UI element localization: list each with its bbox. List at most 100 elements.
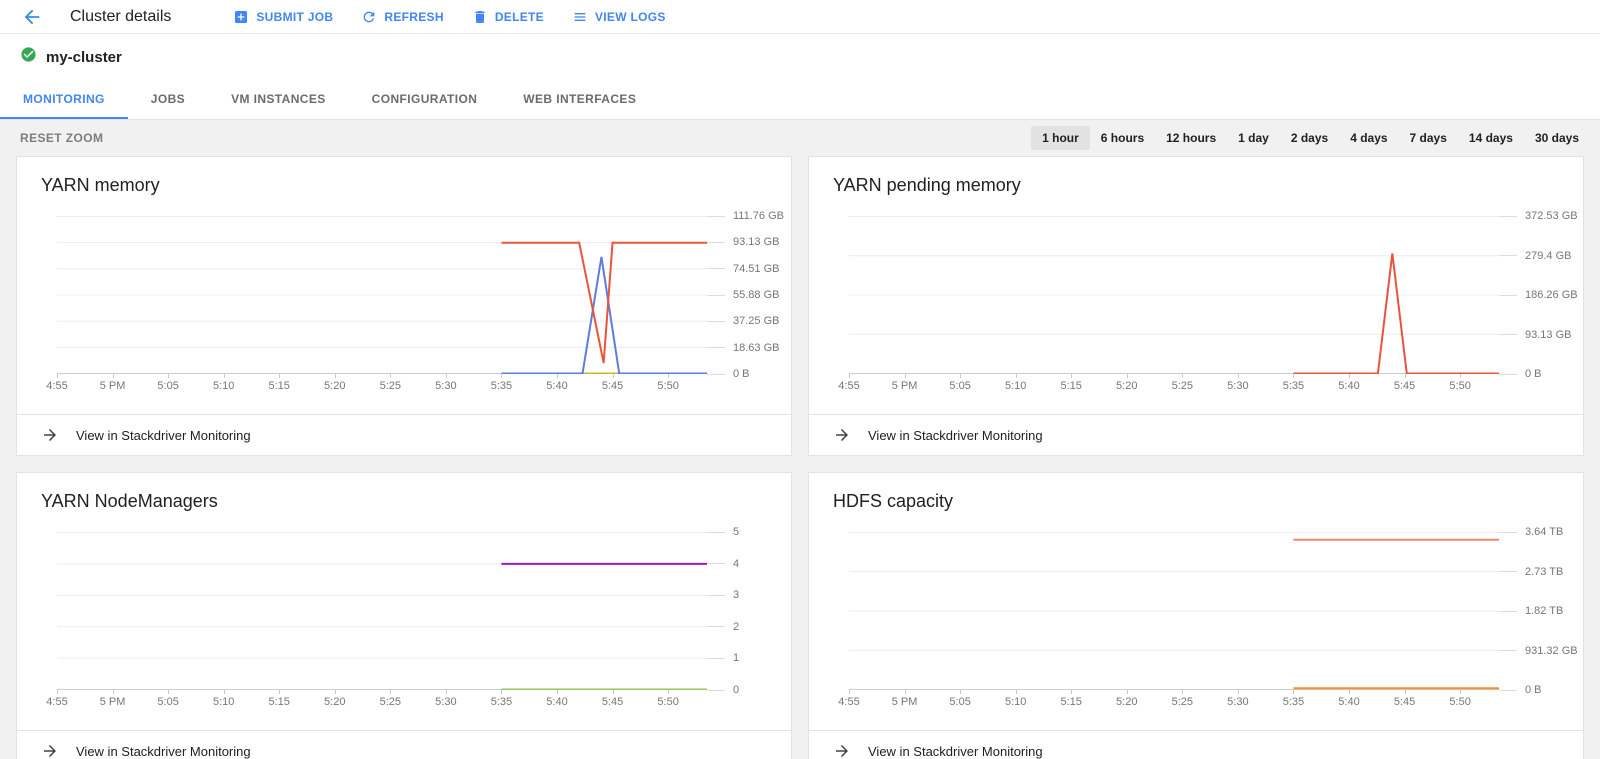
delete-button[interactable]: DELETE xyxy=(458,3,558,31)
x-axis-label: 5:20 xyxy=(324,380,346,392)
x-axis-tick xyxy=(557,690,558,694)
y-axis-dash xyxy=(1499,215,1517,217)
tab-monitoring[interactable]: MONITORING xyxy=(0,80,128,119)
x-axis-tick xyxy=(960,374,962,378)
y-axis-label: 2.73 TB xyxy=(1499,566,1563,578)
arrow-forward-icon xyxy=(44,745,56,757)
chart-title: YARN NodeManagers xyxy=(41,491,218,511)
back-arrow-icon[interactable] xyxy=(20,5,44,29)
y-axis: 372.53 GB 279.4 GB 186.26 GB 93.13 GB 0 B xyxy=(1499,210,1583,380)
x-axis-tick xyxy=(1237,374,1239,378)
y-axis-label: 1 xyxy=(707,652,739,664)
stackdriver-link[interactable]: View in Stackdriver Monitoring xyxy=(17,414,791,455)
x-axis-label: 5:20 xyxy=(1116,696,1138,708)
reset-zoom-button[interactable]: RESET ZOOM xyxy=(20,131,104,145)
plot-area[interactable] xyxy=(849,532,1499,690)
range-button-1-hour[interactable]: 1 hour xyxy=(1031,126,1090,150)
submit-job-label: SUBMIT JOB xyxy=(256,9,334,24)
stackdriver-link[interactable]: View in Stackdriver Monitoring xyxy=(809,414,1583,455)
card-spacer xyxy=(809,398,1583,414)
list-icon xyxy=(572,9,588,25)
range-button-14-days[interactable]: 14 days xyxy=(1468,131,1513,145)
x-axis-label: 5 PM xyxy=(99,696,126,708)
range-button-2-days[interactable]: 2 days xyxy=(1290,131,1329,145)
y-axis-label: 3 xyxy=(707,589,739,601)
x-axis-label: 5:10 xyxy=(1004,380,1027,392)
y-axis-label: 18.63 GB xyxy=(707,342,779,354)
submit-job-button[interactable]: SUBMIT JOB xyxy=(219,3,347,31)
x-axis-tick xyxy=(1182,374,1184,378)
range-button-6-hours[interactable]: 6 hours xyxy=(1100,131,1145,145)
stackdriver-link-label: View in Stackdriver Monitoring xyxy=(76,743,251,759)
x-axis-tick xyxy=(279,374,281,378)
x-axis-tick xyxy=(223,374,225,378)
y-axis-label: 2 xyxy=(707,621,739,633)
range-button-1-day[interactable]: 1 day xyxy=(1238,131,1269,145)
toolbar-actions: SUBMIT JOB REFRESH DELETE VIEW LOGS xyxy=(219,3,679,31)
y-axis-dash xyxy=(707,563,725,565)
x-axis-label: 5:20 xyxy=(1116,380,1138,392)
stackdriver-link[interactable]: View in Stackdriver Monitoring xyxy=(809,730,1583,759)
x-axis-label: 5:05 xyxy=(157,380,179,392)
range-button-4-days[interactable]: 4 days xyxy=(1350,131,1388,145)
x-axis-label: 5 PM xyxy=(99,380,126,392)
x-axis: 4:55 5 PM 5:05 5:10 5:15 5:20 5:25 5:30 5:35 5:40… xyxy=(46,374,707,398)
range-button-30-days[interactable]: 30 days xyxy=(1534,131,1579,145)
x-axis-label: 5:05 xyxy=(949,380,971,392)
x-axis-tick xyxy=(1237,690,1239,694)
x-axis-tick xyxy=(1404,690,1406,694)
content: RESET ZOOM 1 hour 6 hours 12 hours 1 day 2 d… xyxy=(0,120,1600,759)
x-axis-tick xyxy=(1349,374,1350,378)
x-axis-label: 5:40 xyxy=(1338,696,1360,708)
range-button-7-days[interactable]: 7 days xyxy=(1409,131,1447,145)
y-axis-label: 0 B xyxy=(1499,684,1542,696)
plot-area[interactable] xyxy=(57,216,707,374)
y-axis: 3.64 TB 2.73 TB 1.82 TB 931.32 GB 0 B xyxy=(1499,526,1583,696)
chart-canvas xyxy=(57,532,707,690)
chart-canvas xyxy=(849,216,1499,374)
x-axis-label: 5:25 xyxy=(1171,696,1194,708)
plot-area[interactable] xyxy=(849,216,1499,374)
x-axis-label: 5 PM xyxy=(891,380,918,392)
x-axis-label: 5:20 xyxy=(324,696,346,708)
y-axis-dash xyxy=(707,347,725,349)
x-axis-label: 5:30 xyxy=(1227,696,1249,708)
y-axis-dash xyxy=(1499,373,1517,375)
cluster-header: my-cluster xyxy=(0,34,1600,80)
chart-title: YARN pending memory xyxy=(833,175,1021,195)
x-axis-tick xyxy=(390,374,392,378)
delete-label: DELETE xyxy=(494,9,544,24)
chart-card-yarn-memory: YARN memory 111.76 GB 93.13 GB 74.51 GB 55.… xyxy=(16,156,792,456)
stackdriver-link[interactable]: View in Stackdriver Monitoring xyxy=(17,730,791,759)
x-axis-tick xyxy=(501,374,503,378)
view-logs-button[interactable]: VIEW LOGS xyxy=(558,3,680,31)
time-range-selector: 1 hour 6 hours 12 hours 1 day 2 days 4 days 7 … xyxy=(1031,126,1590,150)
x-axis-tick xyxy=(168,690,170,694)
plot-area[interactable] xyxy=(57,532,707,690)
tab-web-interfaces[interactable]: WEB INTERFACES xyxy=(523,91,637,106)
x-axis-label: 5:10 xyxy=(212,380,235,392)
x-axis: 4:55 5 PM 5:05 5:10 5:15 5:20 5:25 5:30 5:35 5:40… xyxy=(838,690,1499,714)
trash-icon xyxy=(472,9,488,25)
x-axis-tick xyxy=(1071,374,1073,378)
y-axis-dash xyxy=(707,626,725,628)
controls-row: RESET ZOOM 1 hour 6 hours 12 hours 1 day 2 d… xyxy=(0,120,1600,156)
refresh-icon xyxy=(361,9,377,25)
y-axis-dash xyxy=(707,215,725,217)
refresh-button[interactable]: REFRESH xyxy=(347,3,457,31)
stackdriver-link-label: View in Stackdriver Monitoring xyxy=(868,427,1043,443)
y-axis-dash xyxy=(707,531,725,533)
tab-configuration[interactable]: CONFIGURATION xyxy=(371,91,478,106)
x-axis-label: 5:50 xyxy=(1449,380,1471,392)
x-axis-label: 5:45 xyxy=(601,380,624,392)
y-axis-label: 5 xyxy=(707,526,739,538)
x-axis-tick xyxy=(1460,374,1462,378)
tab-jobs[interactable]: JOBS xyxy=(150,91,186,106)
range-button-12-hours[interactable]: 12 hours xyxy=(1166,131,1217,145)
y-axis-label: 74.51 GB xyxy=(707,263,779,275)
x-axis-label: 5:40 xyxy=(546,696,568,708)
x-axis-tick xyxy=(612,374,614,378)
arrow-forward-icon xyxy=(44,429,56,441)
y-axis-dash xyxy=(1499,531,1517,533)
tab-vm-instances[interactable]: VM INSTANCES xyxy=(231,91,326,106)
